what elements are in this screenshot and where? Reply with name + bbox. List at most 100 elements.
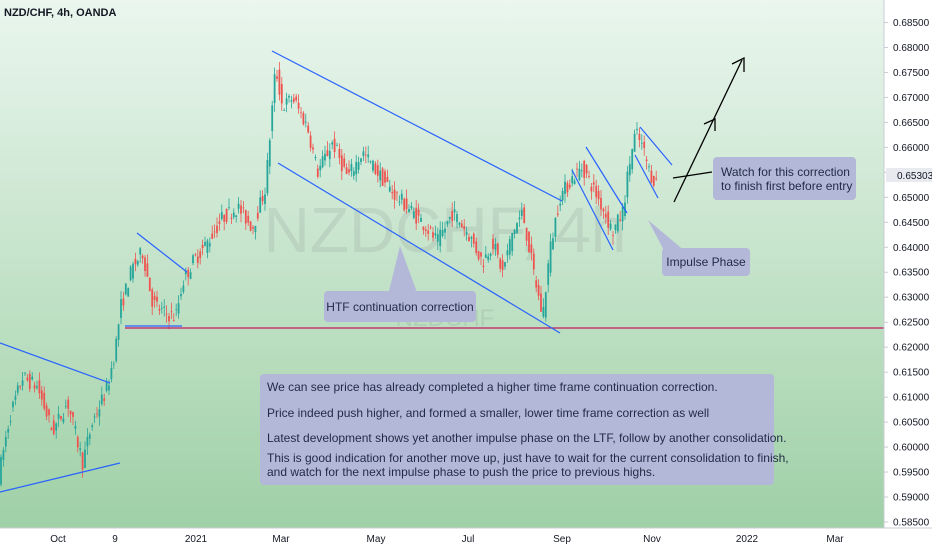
candle-body (436, 234, 439, 242)
candle-body (376, 165, 379, 176)
candle-body (338, 148, 341, 158)
candle-body (105, 382, 108, 391)
summary-para-1: We can see price has already completed a… (267, 380, 718, 394)
candle-body (424, 229, 427, 232)
candle-body (38, 380, 41, 394)
candle-body (19, 386, 22, 388)
candle-body (201, 244, 204, 249)
trendline-ltf-lower[interactable] (571, 169, 614, 251)
x-tick-label: Mar (272, 534, 290, 545)
candle-body (489, 253, 492, 256)
candle-body (163, 306, 166, 308)
candle-body (252, 226, 254, 229)
candle-body (652, 176, 655, 186)
trendline-htf-channel-lower[interactable] (277, 162, 561, 334)
candle-body (516, 223, 518, 234)
candle-body (408, 209, 410, 213)
trendline-left-upper[interactable] (0, 342, 111, 384)
candle-body (26, 377, 29, 381)
candle-body (638, 133, 641, 140)
candle-body (501, 260, 504, 270)
candle-body (655, 178, 658, 180)
callout-watch[interactable]: Watch for this correction to finish firs… (713, 157, 856, 200)
callout-htf[interactable]: HTF continuation correction (324, 246, 476, 322)
candle-body (540, 293, 542, 312)
candle-body (357, 162, 360, 170)
callout-watch-box (713, 157, 856, 200)
candle-body (511, 232, 514, 252)
candle-body (645, 159, 648, 162)
trendline-flag-upper[interactable] (136, 232, 188, 273)
trendline-small-lower[interactable] (634, 154, 659, 199)
y-tick-label: 0.67500 (893, 68, 930, 79)
candle-body (410, 206, 413, 209)
callout-impulse[interactable]: Impulse Phase (648, 220, 750, 276)
candle-body (40, 390, 43, 400)
candle-body (28, 373, 31, 390)
candle-body (648, 166, 650, 168)
candle-body (232, 212, 235, 218)
callout-watch-line2: to finish first before entry (721, 179, 852, 193)
candle-body (391, 191, 394, 194)
candle-body (331, 142, 334, 145)
y-tick-label: 0.66500 (893, 118, 930, 129)
candle-body (456, 214, 458, 223)
y-tick-label: 0.61500 (893, 368, 930, 379)
candle-body (134, 258, 137, 265)
candle-body (561, 190, 564, 201)
candle-body (244, 210, 247, 224)
candle-body (228, 207, 230, 208)
candle-body (616, 214, 619, 232)
candle-body (319, 165, 322, 171)
candle-body (194, 254, 197, 256)
candle-body (266, 160, 269, 194)
candle-body (48, 409, 50, 416)
time-axis[interactable] (0, 528, 932, 550)
price-axis[interactable] (884, 0, 932, 528)
candle-body (420, 217, 422, 222)
callout-summary[interactable]: We can see price has already completed a… (260, 374, 789, 485)
candle-body (67, 399, 70, 409)
candle-body (345, 167, 348, 174)
trendline-small-upper[interactable] (639, 126, 673, 166)
candle-body (523, 207, 526, 224)
candle-body (465, 231, 468, 235)
candle-body (554, 217, 557, 237)
trendline-left-lower[interactable] (0, 462, 121, 493)
candle-body (340, 155, 343, 172)
candle-body (290, 100, 293, 102)
candle-body (468, 236, 470, 242)
x-tick-label: 2022 (736, 534, 759, 545)
candle-body (439, 229, 442, 247)
x-tick-label: Mar (826, 534, 844, 545)
candle-body (487, 256, 490, 260)
candle-body (261, 196, 264, 202)
candle-body (259, 197, 262, 213)
last-price-value: 0.65303 (897, 171, 932, 182)
candle-body (352, 171, 355, 176)
trendline-htf-channel-upper[interactable] (271, 50, 563, 202)
candle-body (141, 255, 144, 259)
candle-body (595, 185, 598, 198)
candle-body (237, 203, 240, 209)
candle-body (280, 84, 283, 104)
candle-body (451, 211, 454, 221)
projection-arrow-line[interactable] (673, 59, 743, 203)
candle-body (571, 176, 574, 184)
candle-body (60, 415, 62, 419)
candle-body (62, 418, 65, 423)
candle-body (50, 428, 53, 430)
candle-body (631, 149, 634, 170)
candle-body (220, 212, 223, 219)
summary-para-2: Price indeed push higher, and formed a s… (267, 406, 709, 420)
y-tick-label: 0.68500 (893, 18, 930, 29)
candle-body (93, 416, 96, 418)
candle-body (36, 386, 38, 388)
candle-body (403, 198, 406, 211)
trendline-ltf-upper[interactable] (585, 146, 628, 214)
candle-body (88, 434, 91, 439)
candle-body (636, 128, 638, 131)
candle-body (427, 230, 430, 234)
candle-body (364, 154, 367, 156)
